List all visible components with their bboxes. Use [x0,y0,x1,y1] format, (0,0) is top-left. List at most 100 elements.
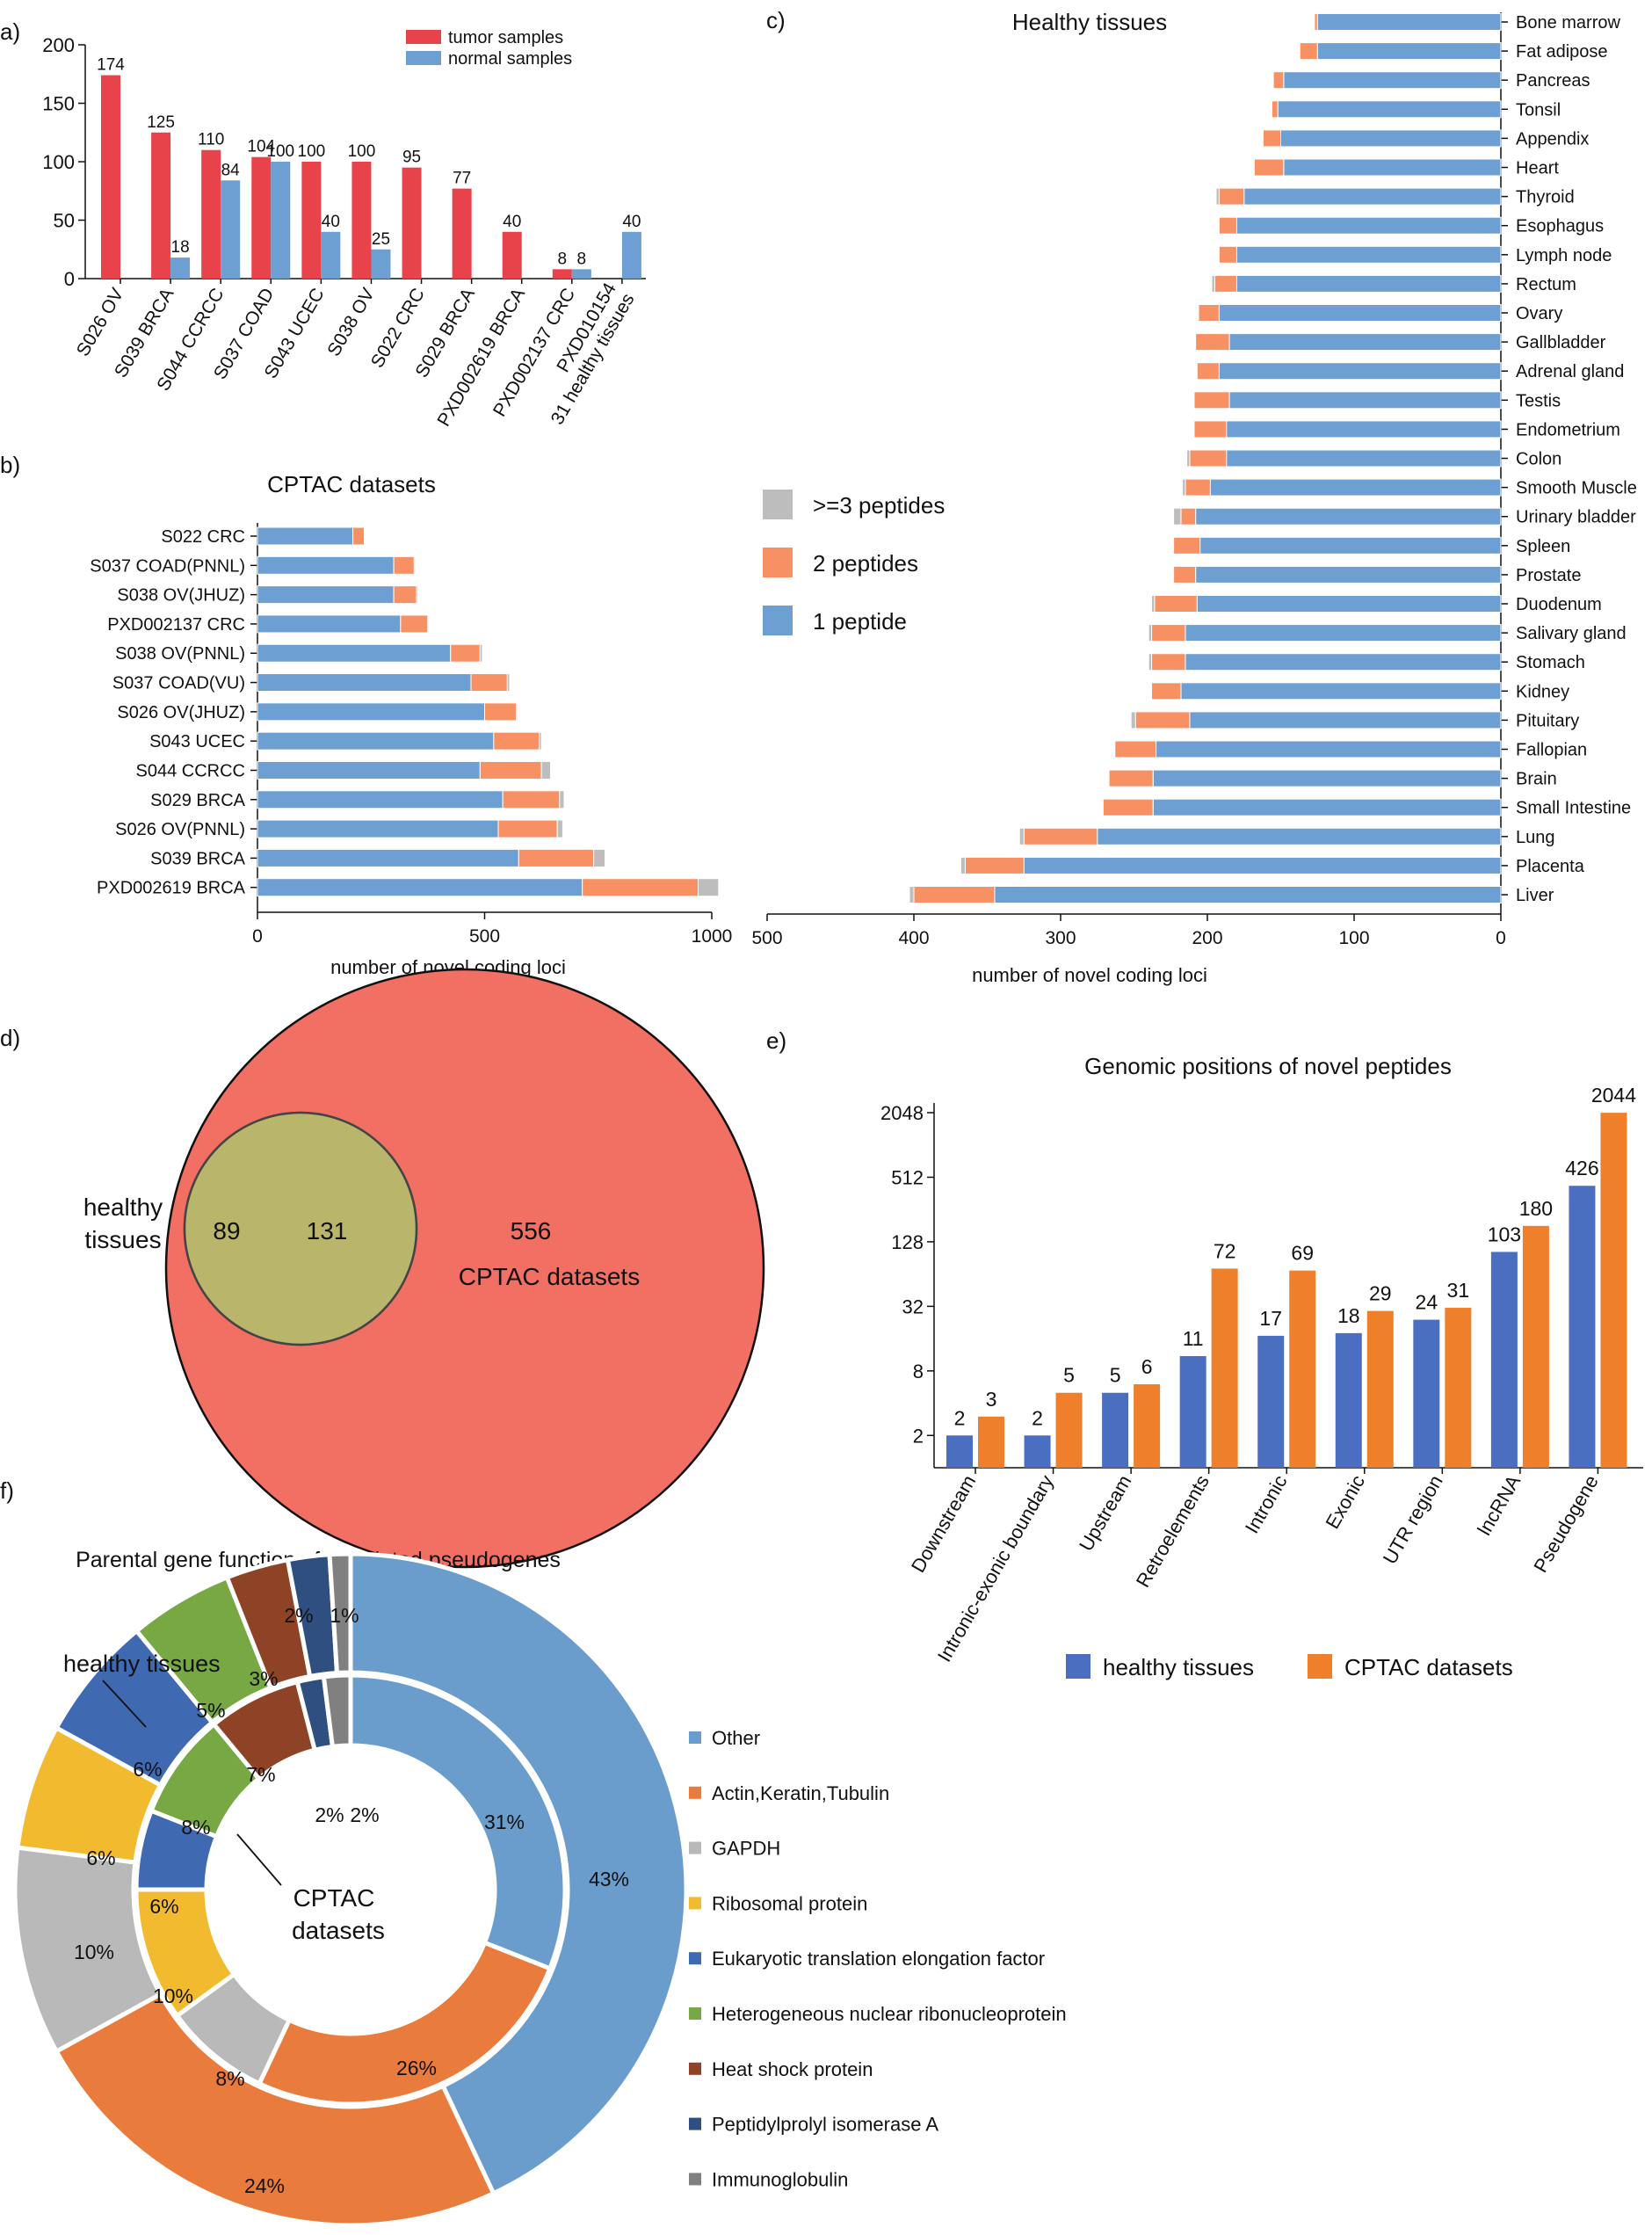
x-tick-label: PXD01015431 healthy tissues [529,279,639,428]
bar-segment-2 [1130,711,1136,729]
venn-label-healthy: healthy [83,1194,163,1221]
bar-segment-2 [1173,507,1182,526]
y-tick-label: Endometrium [1516,420,1620,439]
y-tick-label: Pituitary [1516,711,1579,730]
x-tick-label: 0 [252,926,263,947]
legend-label: 1 peptide [813,608,907,635]
bar-segment-0 [1218,304,1502,322]
legend-label: healthy tissues [1103,1654,1254,1680]
data-label: 40 [322,213,340,231]
bar-segment-2 [427,614,430,634]
panel-f-parental-gene-donut: Parental gene function of translated pse… [12,1548,1067,2228]
bar-segment-0 [1316,42,1502,61]
legend-label: Eukaryotic translation elongation factor [712,1948,1045,1970]
bar-segment-2 [1018,827,1025,845]
y-tick-label: Adrenal gland [1516,362,1624,381]
x-tick-label: 0 [1496,928,1506,948]
legend-label: >=3 peptides [813,492,945,519]
bar-segment-0 [1228,333,1502,352]
bar-segment-0 [257,819,499,838]
bar-segment-2 [556,819,563,838]
bar-segment-1 [493,731,540,751]
data-label: 77 [453,170,471,188]
venn-circle-healthy-outline [183,1111,418,1346]
y-tick-label: PXD002137 CRC [107,615,245,635]
y-tick-label: Bone marrow [1516,13,1620,33]
bar-segment-1 [913,886,996,903]
panel-label-a: a) [0,18,20,45]
panel-label-f: f) [0,1477,14,1504]
slice-label: 6% [86,1847,115,1869]
bar-segment-2 [1148,624,1153,642]
y-tick-label: Gallbladder [1516,333,1606,352]
bar-segment-0 [257,673,472,693]
bar-segment-1 [470,673,508,693]
y-tick-label: 150 [42,93,75,115]
data-label: 24 [1416,1291,1438,1314]
bar-segment-0 [1199,536,1502,555]
inner-ring-leader [236,1833,282,1886]
bar-segment-0 [1243,187,1502,206]
slice-label: 31% [484,1810,525,1833]
data-label: 110 [198,131,224,149]
bar-segment-0 [257,760,481,780]
bar-healthy [1569,1186,1596,1468]
bar-cptac [1211,1268,1238,1468]
data-label: 8 [558,250,568,268]
y-tick-label: Ovary [1516,304,1562,323]
y-tick-label: Prostate [1516,566,1581,585]
bar-normal [221,180,241,279]
y-tick-label: Placenta [1516,857,1585,876]
bar-segment-2 [559,790,565,809]
legend-swatch [763,606,793,635]
y-tick-label: Duodenum [1516,595,1602,614]
data-label: 18 [1337,1304,1360,1327]
x-tick-label-line: S026 OV [73,285,128,359]
x-tick-label: Downstream [907,1471,980,1576]
bar-segment-1 [1299,42,1318,61]
bar-segment-1 [497,819,558,838]
bar-segment-1 [1102,798,1154,816]
donut-slice-inner-other [348,1673,568,1972]
x-tick-label: 100 [1338,928,1369,948]
x-tick-label: S026 OV [73,285,128,359]
data-label: 29 [1369,1282,1392,1305]
bar-segment-1 [1134,711,1191,729]
bar-segment-0 [1023,856,1502,874]
data-label: 5 [1110,1364,1121,1387]
y-tick-label: S037 COAD(PNNL) [90,556,245,576]
legend-swatch [689,1786,701,1799]
y-tick-label: S037 COAD(VU) [112,674,245,693]
y-tick-label: 50 [54,210,75,232]
data-label: 84 [221,161,241,179]
y-tick-label: S026 OV(PNNL) [115,820,245,839]
y-tick-label: Esophagus [1516,217,1604,236]
x-tick-label-line: S038 OV [323,285,379,359]
bar-healthy [1490,1252,1518,1468]
bar-segment-0 [1152,798,1502,816]
venn-count-overlap: 131 [307,1217,348,1244]
bar-segment-1 [484,702,518,722]
y-tick-label: Liver [1516,886,1554,905]
bar-tumor [552,269,572,279]
chart-title: Healthy tissues [1012,9,1167,35]
y-tick-label: Rectum [1516,275,1576,294]
bar-segment-0 [1235,245,1502,264]
slice-label: 24% [244,2174,285,2197]
y-tick-label: S029 BRCA [150,791,245,810]
bar-segment-1 [1023,827,1098,845]
bar-segment-1 [1314,13,1318,31]
x-tick-label: Intronic [1241,1471,1292,1537]
inner-ring-label: datasets [292,1917,385,1944]
bar-segment-1 [1154,595,1198,613]
bar-segment-0 [1283,71,1502,90]
bar-segment-1 [1198,304,1220,322]
x-tick-label: 200 [1192,928,1222,948]
data-label: 3 [986,1388,997,1411]
y-tick-label: Salivary gland [1516,624,1627,643]
bar-segment-2 [1186,449,1191,468]
data-label: 72 [1214,1239,1236,1262]
bar-cptac [1366,1310,1394,1468]
panel-label-d: d) [0,1025,20,1051]
legend-label: Peptidylprolyl isomerase A [712,2114,938,2136]
